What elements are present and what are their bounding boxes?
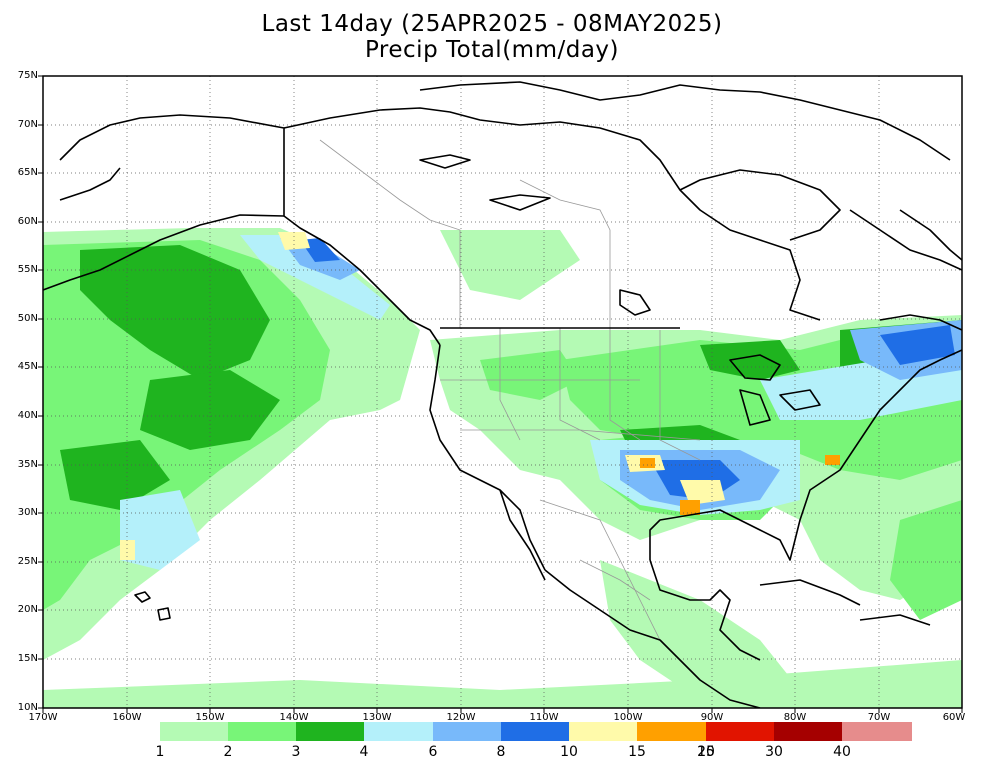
colorbar-label: 4 [359,744,369,760]
colorbar-swatch [228,722,296,741]
lat-label: 20N [17,604,38,615]
precip-shading-8 [640,455,840,515]
lon-label: 90W [700,712,724,723]
colorbar-label: 10 [560,744,578,760]
lat-label: 60N [17,216,38,227]
colorbar-swatch [501,722,569,741]
lon-label: 100W [613,712,643,723]
colorbar-swatch [774,722,842,741]
map-border [42,75,963,709]
lon-label: 110W [529,712,559,723]
colorbar-swatch [364,722,433,741]
colorbar-label: 20 [697,744,715,760]
colorbar-label: 8 [496,744,506,760]
colorbar-label: 40 [833,744,851,760]
colorbar-swatch [842,722,912,741]
map-title-line1: Last 14day (25APR2025 - 08MAY2025) [261,11,723,37]
lat-label: 50N [17,313,38,324]
lon-label: 150W [195,712,225,723]
lat-label: 45N [17,361,38,372]
lon-label: 160W [112,712,142,723]
colorbar-swatch [296,722,364,741]
lat-label: 55N [17,264,38,275]
lat-label: 35N [17,459,38,470]
colorbar-swatch [160,722,228,741]
lon-label: 70W [867,712,891,723]
lat-label: 75N [17,70,38,81]
lat-label: 15N [17,653,38,664]
colorbar-label: 30 [765,744,783,760]
lon-label: 60W [942,712,966,723]
lat-label: 65N [17,167,38,178]
lon-label: 170W [28,712,58,723]
coastlines [43,81,962,708]
lat-label: 70N [17,119,38,130]
lat-lon-grid [43,76,962,708]
colorbar-label: 1 [155,744,165,760]
lon-tick-marks [42,708,963,713]
colorbar-label: 6 [428,744,438,760]
lat-label: 30N [17,507,38,518]
colorbar [160,722,912,741]
lon-label: 120W [446,712,476,723]
lon-label: 140W [279,712,309,723]
colorbar-swatch [433,722,501,741]
colorbar-swatch [569,722,637,741]
lat-tick-marks [38,75,43,709]
colorbar-label: 3 [291,744,301,760]
colorbar-label: 15 [628,744,646,760]
lat-label: 25N [17,556,38,567]
lat-label: 10N [17,702,38,713]
colorbar-swatch [637,722,706,741]
map-title-line2: Precip Total(mm/day) [364,37,620,63]
lat-label: 40N [17,410,38,421]
lon-label: 80W [783,712,807,723]
colorbar-swatch [706,722,774,741]
state-boundaries [319,139,701,641]
colorbar-label: 2 [223,744,233,760]
lon-label: 130W [362,712,392,723]
colorbar-label: 15 [697,744,715,760]
